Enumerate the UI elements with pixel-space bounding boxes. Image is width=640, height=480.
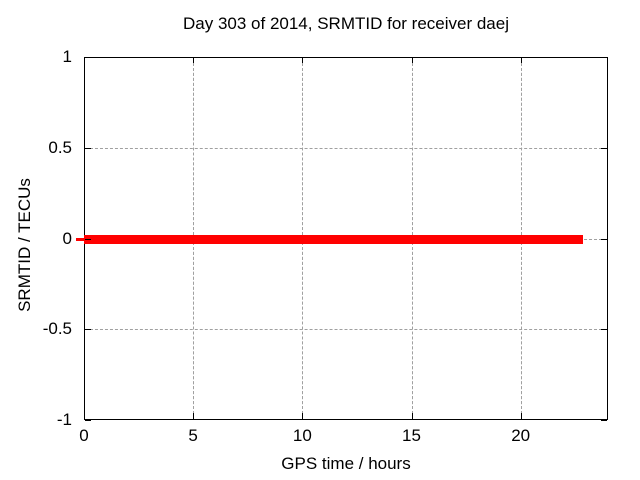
y-tick-label--0.5: -0.5 [42,319,72,339]
tick-y-right-0.5 [601,147,607,149]
tick-x-top-15 [411,58,413,63]
tick-y-left--0.5 [85,329,91,331]
series-line-start-cap [76,237,85,241]
x-axis-label: GPS time / hours [281,454,411,473]
tick-y-left-0.5 [85,147,91,149]
tick-x-top-0 [84,58,85,63]
gridline-y-0.5 [85,147,607,149]
tick-x-bottom-5 [193,413,195,419]
tick-y-left-0 [85,238,91,240]
tick-x-bottom-20 [520,413,522,419]
y-tick-label-1: 1 [62,47,72,66]
x-tick-label-10: 10 [292,426,312,445]
tick-y-right-0 [601,238,607,240]
tick-x-bottom-0 [84,413,85,419]
x-tick-label-20: 20 [511,426,531,445]
tick-y-right--1 [601,420,607,421]
tick-y-left-1 [85,57,91,58]
x-tick-label-0: 0 [79,426,89,445]
y-tick-label-0.5: 0.5 [48,137,72,157]
tick-x-bottom-15 [411,413,413,419]
tick-x-top-20 [520,58,522,63]
tick-x-top-5 [193,58,195,63]
tick-x-top-10 [302,58,304,63]
series-line-srmtid [84,234,584,244]
tick-y-right--0.5 [601,329,607,331]
x-tick-label-5: 5 [188,426,198,445]
chart-title: Day 303 of 2014, SRMTID for receiver dae… [183,14,509,33]
tick-y-right-1 [601,57,607,58]
y-tick-label-0: 0 [62,228,72,248]
x-tick-label-15: 15 [402,426,421,445]
tick-x-bottom-10 [302,413,304,419]
y-tick-label--1: -1 [56,410,72,429]
plot-area [76,57,608,421]
tick-y-left--1 [85,420,91,421]
gridline-y--0.5 [85,329,607,331]
